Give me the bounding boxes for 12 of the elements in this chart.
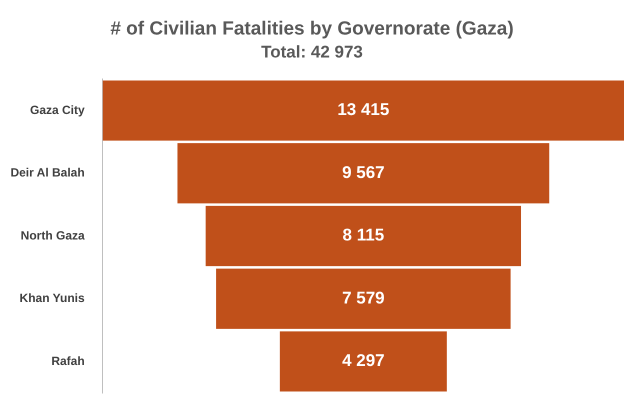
data-label: 13 415	[337, 100, 390, 120]
text: # of Civilian Fatalities by Governorate (Gaza)	[110, 18, 514, 40]
data-label: 7 579	[342, 288, 385, 308]
data-label: 9 567	[342, 162, 385, 182]
category-label: Gaza City	[30, 102, 86, 117]
category-label: Khan Yunis	[20, 291, 85, 306]
text: Total: 42 973	[261, 42, 363, 62]
category-label: North Gaza	[20, 228, 86, 242]
category-label: Rafah	[51, 354, 85, 368]
category-label: Deir Al Balah	[10, 166, 85, 180]
data-label: 8 115	[342, 226, 384, 245]
data-label: 4 297	[342, 351, 385, 370]
